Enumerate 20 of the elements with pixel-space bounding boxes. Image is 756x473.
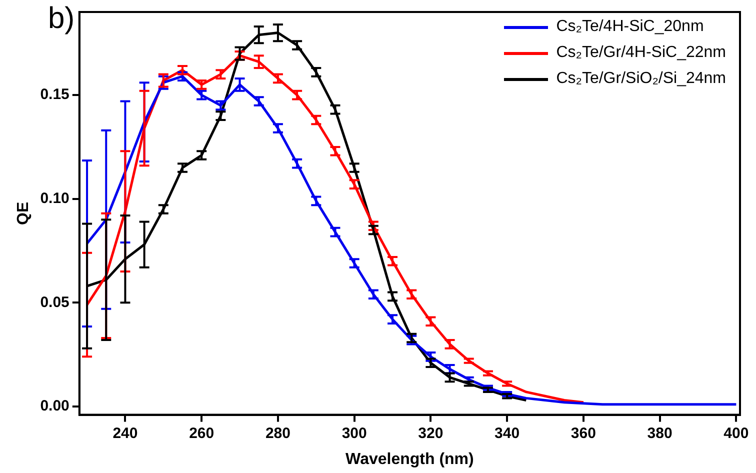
x-tick-label: 340 xyxy=(494,424,520,442)
legend-label: Cs₂Te/4H-SiC_20nm xyxy=(556,18,704,36)
x-tick-label: 240 xyxy=(112,424,138,442)
text: b) xyxy=(48,2,75,36)
y-tick-label: 0.05 xyxy=(40,294,70,311)
y-tick-label: 0.15 xyxy=(40,86,70,104)
x-tick-label: 320 xyxy=(418,424,444,442)
y-tick-label: 0.10 xyxy=(40,190,70,208)
x-tick-label: 260 xyxy=(189,424,214,442)
legend-label: Cs₂Te/Gr/SiO₂/Si_24nm xyxy=(556,70,726,88)
x-tick-label: 380 xyxy=(647,424,672,442)
x-tick-label: 360 xyxy=(570,424,596,442)
legend-label: Cs₂Te/Gr/4H-SiC_22nm xyxy=(556,44,726,62)
x-tick-label: 280 xyxy=(265,424,290,442)
x-axis-title: Wavelength (nm) xyxy=(346,450,474,468)
x-tick-label: 300 xyxy=(342,424,367,442)
y-axis-title: QE xyxy=(15,202,32,225)
y-tick-label: 0.00 xyxy=(40,398,70,415)
x-tick-label: 400 xyxy=(724,424,749,442)
point xyxy=(444,372,456,383)
